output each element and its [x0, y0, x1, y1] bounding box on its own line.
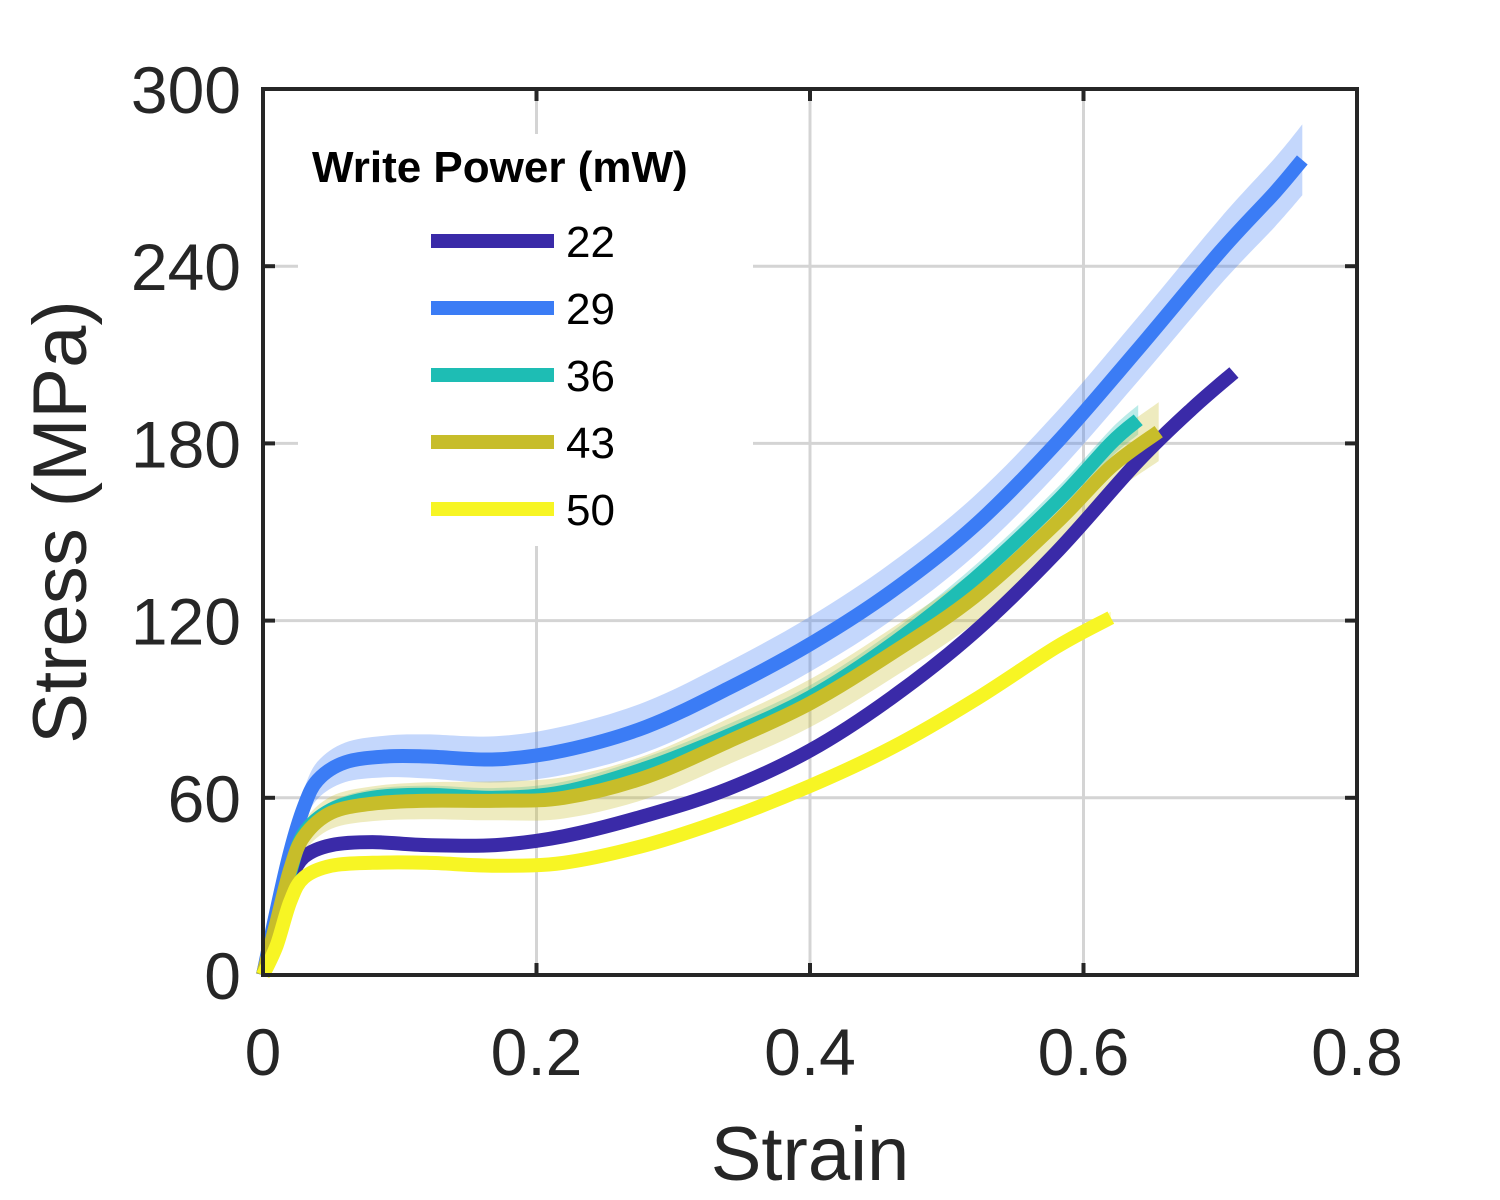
- legend: Write Power (mW) 22 29 36 43 50: [312, 143, 688, 535]
- legend-label-22: 22: [566, 218, 615, 267]
- y-tick-label: 60: [168, 762, 241, 836]
- legend-title: Write Power (mW): [312, 143, 688, 192]
- x-tick-label: 0.8: [1311, 1015, 1403, 1089]
- y-axis-title: Stress (MPa): [18, 300, 103, 743]
- y-tick-label: 120: [131, 585, 241, 659]
- y-tick-label: 300: [131, 53, 241, 127]
- x-tick-label: 0.6: [1038, 1015, 1130, 1089]
- series-43-line: [256, 425, 1163, 977]
- series-50-line: [256, 611, 1115, 979]
- x-tick-label: 0: [245, 1015, 282, 1089]
- y-tick-label: 240: [131, 230, 241, 304]
- x-tick-label: 0.2: [491, 1015, 583, 1089]
- y-tick-labels: 0 60 120 180 240 300: [131, 53, 241, 1013]
- x-tick-labels: 0 0.2 0.4 0.6 0.8: [245, 1015, 1403, 1089]
- legend-label-29: 29: [566, 285, 615, 334]
- y-tick-label: 180: [131, 407, 241, 481]
- series-22-line: [256, 367, 1239, 977]
- series-29-line: [256, 155, 1308, 977]
- x-axis-title: Strain: [711, 1112, 910, 1197]
- legend-label-36: 36: [566, 352, 615, 401]
- x-tick-label: 0.4: [764, 1015, 856, 1089]
- legend-background: [298, 134, 753, 546]
- y-tick-label: 0: [204, 939, 241, 1013]
- legend-label-43: 43: [566, 419, 615, 468]
- tick-marks: [261, 87, 1359, 977]
- legend-label-50: 50: [566, 486, 615, 535]
- series-lines: [256, 155, 1308, 979]
